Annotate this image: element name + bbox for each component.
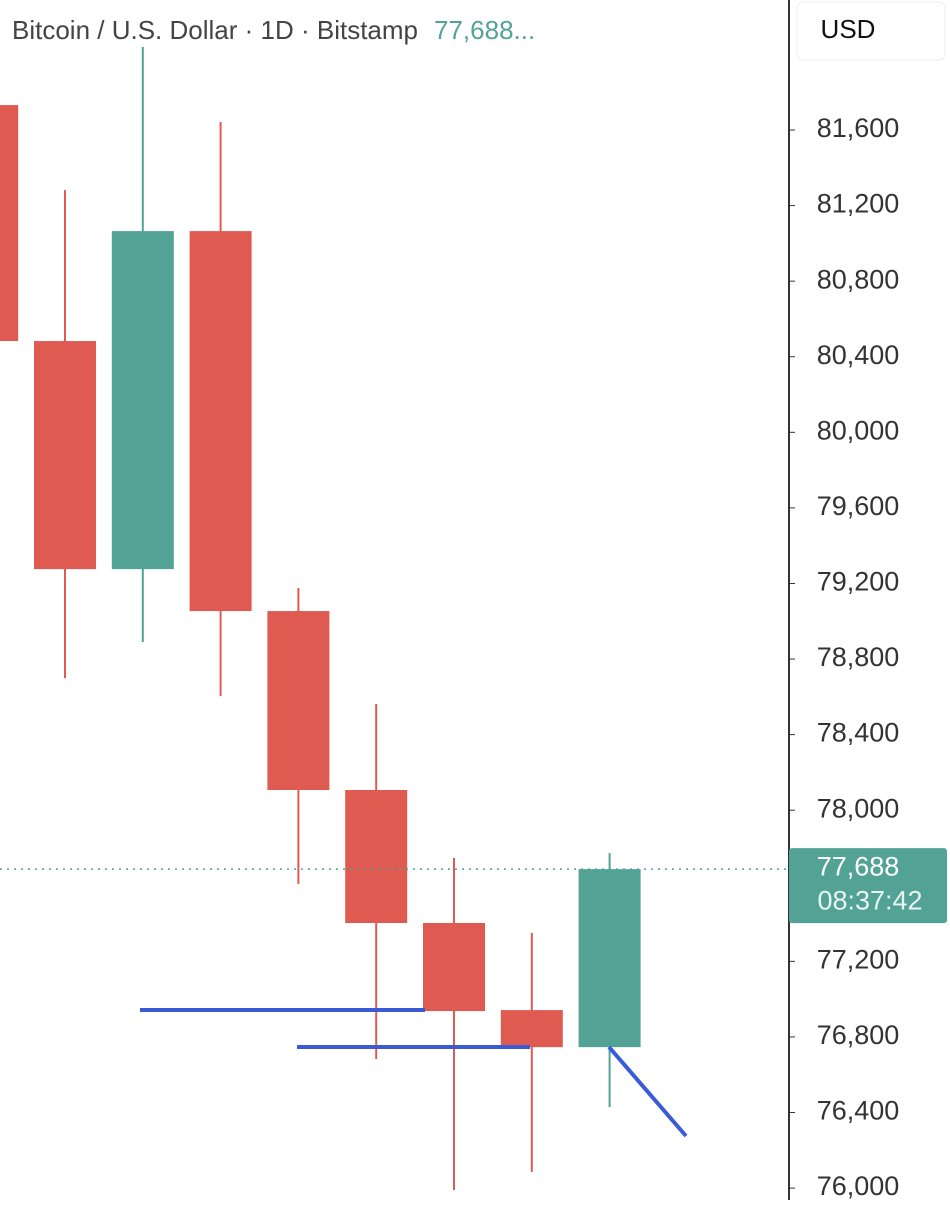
y-tick-label: 77,200: [817, 944, 900, 974]
y-tick-label: 78,800: [817, 642, 900, 672]
candle-body: [189, 231, 252, 612]
y-tick-label: 79,600: [817, 491, 900, 521]
drawings: [140, 1008, 688, 1138]
candle-body: [34, 341, 96, 570]
currency[interactable]: USD: [821, 14, 876, 44]
y-tick-label: 78,000: [817, 793, 900, 823]
y-tick-label: 76,800: [817, 1020, 900, 1050]
y-tick-label: 79,200: [817, 567, 900, 597]
y-tick-label: 81,200: [817, 189, 900, 219]
candle-body: [267, 611, 330, 790]
chart-title: Bitcoin / U.S. Dollar · 1D · Bitstamp 77,…: [12, 15, 535, 45]
symbol-title: Bitcoin / U.S. Dollar · 1D · Bitstamp: [12, 15, 418, 45]
y-tick-label: 76,000: [817, 1171, 900, 1200]
trend-line: [607, 1045, 688, 1138]
header-price: 77,688...: [434, 15, 535, 45]
candle-body: [345, 789, 408, 924]
last-price-label: 77,688: [817, 851, 900, 881]
last-price-box: [789, 848, 947, 924]
y-tick-label: 81,600: [817, 113, 900, 143]
candle-body: [111, 231, 174, 570]
candle-body: [578, 869, 641, 1048]
y-tick-label: 80,400: [817, 340, 900, 370]
y-tick-label: 78,400: [817, 718, 900, 748]
y-tick-label: 80,800: [817, 264, 900, 294]
currency-box[interactable]: [796, 1, 946, 61]
candle-body: [0, 105, 19, 342]
candle-body: [423, 923, 485, 1012]
plot-area: [0, 47, 789, 1191]
candle-body: [500, 1010, 563, 1048]
countdown: 08:37:42: [817, 885, 922, 915]
y-tick-label: 76,400: [817, 1096, 900, 1126]
y-tick-label: 80,000: [817, 415, 900, 445]
